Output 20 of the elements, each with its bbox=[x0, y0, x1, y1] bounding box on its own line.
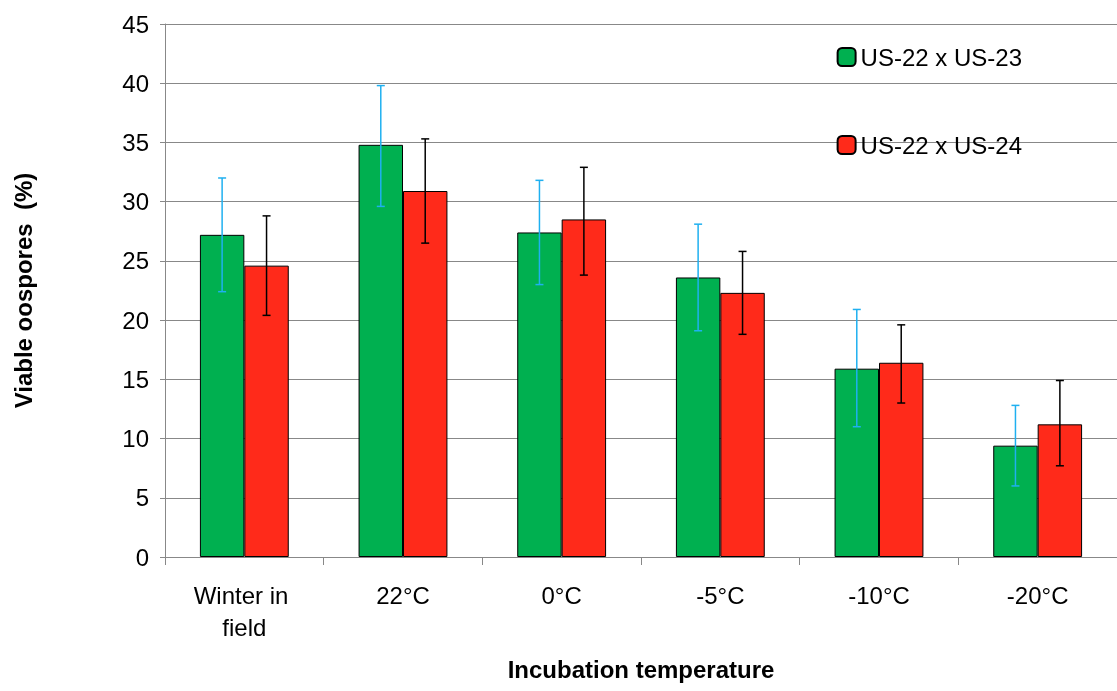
y-tick-label: 20 bbox=[122, 306, 149, 334]
x-tick-label: 22°C bbox=[376, 581, 430, 609]
y-tick-label: 5 bbox=[135, 484, 149, 512]
x-tick-label: -5°C bbox=[696, 581, 745, 609]
y-tick-label: 15 bbox=[122, 365, 149, 393]
x-tick-label: -20°C bbox=[1006, 581, 1069, 609]
x-tick-label: -10°C bbox=[848, 581, 910, 609]
x-axis-title: Incubation temperature bbox=[507, 655, 775, 683]
x-tick-label: Winter in field bbox=[193, 581, 296, 641]
y-tick-label: 35 bbox=[122, 128, 149, 156]
y-tick-label: 40 bbox=[122, 69, 149, 97]
y-tick-label: 25 bbox=[122, 247, 149, 275]
y-tick-label: 45 bbox=[122, 10, 149, 38]
x-tick-label: 0°C bbox=[541, 581, 582, 609]
legend-label: US-22 x US-23 bbox=[860, 43, 1022, 71]
legend-label: US-22 x US-24 bbox=[860, 131, 1022, 159]
y-axis-title: Viable oospores (%) bbox=[9, 172, 37, 409]
y-tick-label: 0 bbox=[135, 543, 149, 571]
y-tick-label: 10 bbox=[122, 425, 149, 453]
y-tick-label: 30 bbox=[122, 188, 149, 216]
